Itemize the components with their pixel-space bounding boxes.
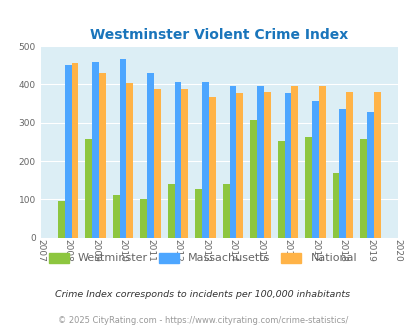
Bar (99, 73, 106, 238)
Bar (256, 86, 263, 238)
Bar (311, 101, 318, 238)
Bar (332, 173, 339, 238)
Bar (249, 120, 256, 238)
Title: Westminster Violent Crime Index: Westminster Violent Crime Index (90, 28, 347, 42)
Legend: Westminster, Massachusetts, National: Westminster, Massachusetts, National (45, 249, 360, 267)
Bar (195, 189, 202, 238)
Bar (85, 139, 92, 238)
Bar (167, 184, 174, 238)
Bar (263, 92, 270, 238)
Bar (229, 86, 236, 238)
Bar (126, 82, 133, 238)
Bar (359, 139, 366, 238)
Bar (236, 93, 243, 238)
Bar (153, 89, 160, 238)
Bar (58, 201, 64, 238)
Bar (113, 195, 119, 238)
Bar (181, 89, 188, 238)
Bar (345, 92, 352, 238)
Bar (366, 112, 373, 238)
Bar (305, 137, 311, 238)
Bar (277, 141, 284, 238)
Bar (64, 65, 71, 238)
Bar (318, 86, 325, 238)
Bar (147, 73, 153, 238)
Bar (71, 63, 78, 238)
Bar (222, 184, 229, 238)
Text: Crime Index corresponds to incidents per 100,000 inhabitants: Crime Index corresponds to incidents per… (55, 290, 350, 299)
Bar (284, 93, 291, 238)
Bar (119, 59, 126, 238)
Bar (174, 82, 181, 238)
Bar (339, 109, 345, 238)
Bar (291, 85, 298, 238)
Bar (140, 199, 147, 238)
Bar (373, 92, 380, 238)
Text: © 2025 CityRating.com - https://www.cityrating.com/crime-statistics/: © 2025 CityRating.com - https://www.city… (58, 316, 347, 325)
Bar (209, 97, 215, 238)
Bar (202, 82, 209, 238)
Bar (92, 61, 99, 238)
